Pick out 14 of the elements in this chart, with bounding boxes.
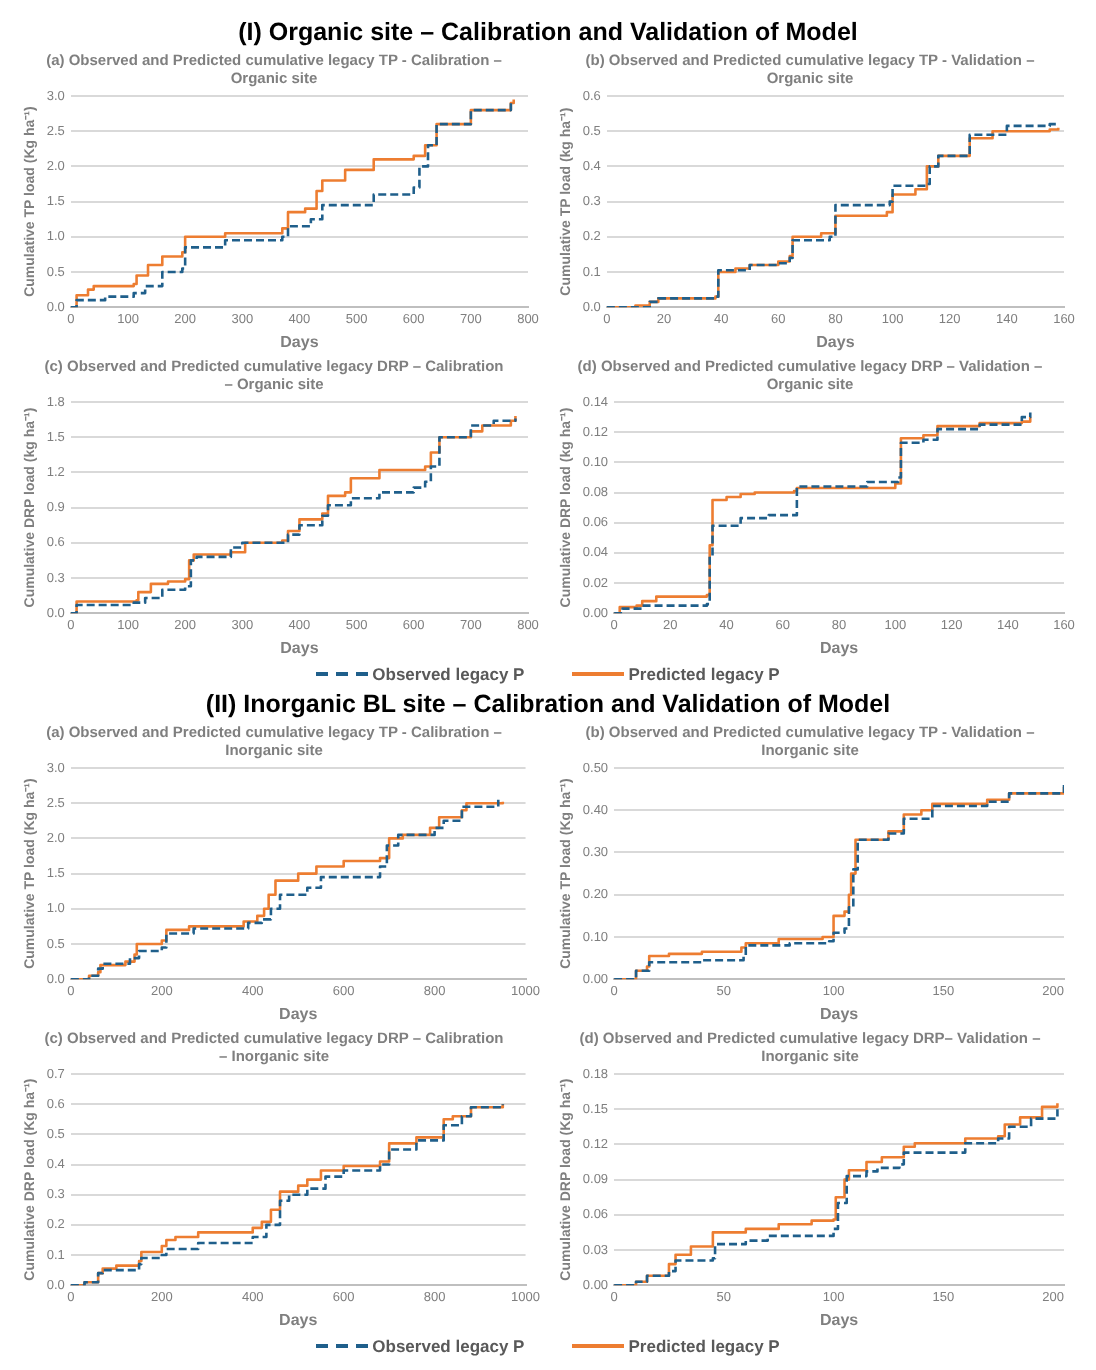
legend-label: Observed legacy P (372, 664, 525, 684)
text: (II) Inorganic BL site – Calibration and Validation of Model (203, 688, 893, 720)
legend-label: Predicted legacy P (628, 1336, 780, 1356)
x-axis-title: Days (819, 638, 860, 657)
x-axis-title: Days (819, 1004, 860, 1023)
x-axis-title: Days (280, 638, 320, 657)
text: (I) Organic site – Calibration and Validation of Model (236, 16, 860, 48)
x-axis-title: Days (279, 1310, 319, 1329)
x-axis-title: Days (280, 332, 320, 351)
x-axis-title: Days (819, 1310, 860, 1329)
legend-label: Observed legacy P (372, 1336, 525, 1356)
x-axis-title: Days (816, 332, 856, 351)
x-axis-title: Days (279, 1004, 319, 1023)
legend-label: Predicted legacy P (628, 664, 780, 684)
